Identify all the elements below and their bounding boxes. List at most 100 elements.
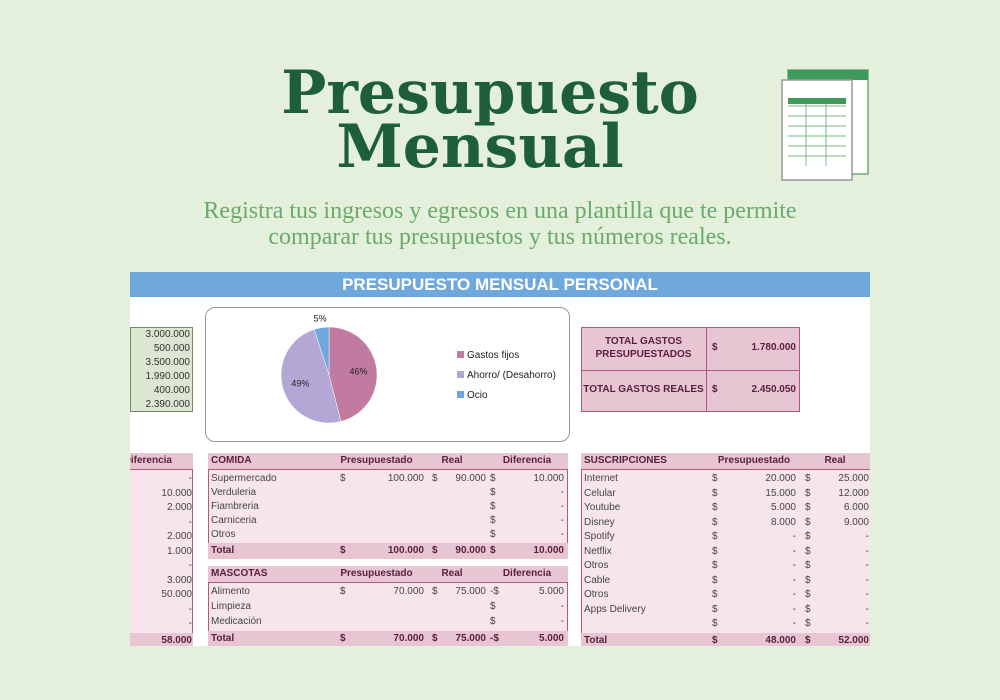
cell: 3.000 [166,574,192,586]
cell: - [792,545,796,557]
cell: - [560,601,564,612]
cell: $ [490,487,496,498]
cell: $ [805,574,811,586]
income-value: 500.000 [153,343,190,354]
title: Presupuesto [281,58,699,128]
income-value: 3.500.000 [145,357,191,368]
cell: - [865,545,869,557]
cell: - [865,531,869,542]
divider [582,370,799,371]
cell: $ [805,487,811,499]
total-label: TOTAL GASTOS REALES [583,384,704,395]
cell: 90.000 [455,473,486,484]
cell: - [560,529,564,540]
cell: Total [211,545,235,556]
cell: 10.000 [161,487,192,499]
cell: - [865,560,869,571]
pie-slice [328,326,378,422]
table-box [581,453,870,646]
cell: Cable [584,574,611,586]
cell: $ [805,589,811,600]
cell: - [188,560,192,571]
cell: Total [584,634,608,646]
cell: $ [712,531,718,542]
chart-panel [205,307,570,442]
cell: $ [490,501,496,512]
cell: $ [805,634,811,646]
spreadsheet: PRESUPUESTO MENSUAL PERSONAL 46% Gastos f… [130,272,870,646]
subtitle: Registra tus ingresos y egresos en una p… [203,198,797,224]
cell: - [560,501,564,512]
cell: $ [432,545,438,556]
cell: $ [712,560,718,571]
pie-slice [313,326,330,376]
cell: - [188,618,192,629]
data-label: 5% [314,314,327,324]
total-label: PRESUPUESTADOS [595,349,692,360]
cell: $ [490,473,496,484]
cell: 70.000 [393,633,424,644]
legend-label: Ahorro/ (Desahorro) [467,370,556,381]
cell: Celular [584,487,616,499]
cell: Verduleria [211,487,257,498]
cell: $ [340,633,346,644]
cell: Otros [584,560,609,571]
cell: 25.000 [838,473,869,484]
cell: Spotify [584,531,615,542]
legend-label: Ocio [467,390,488,401]
legend-swatch [457,391,464,398]
cell: $ [490,529,496,540]
cell: -$ [490,586,499,597]
column-header: Real [824,455,846,466]
cell: Netflix [584,545,612,557]
cell: 100.000 [387,473,424,484]
cell: 58.000 [161,634,192,646]
cell: $ [712,618,718,629]
pie-chart: 46% Gastos fijos 49% Ahorro/ (Desahorro) 5% O… [280,314,556,424]
cell: $ [712,603,718,615]
column-header: Diferencia [502,455,552,466]
income-value: 2.390.000 [145,399,191,410]
income-value: 1.990.000 [145,371,191,382]
cell: 6.000 [843,502,869,513]
data-label: 49% [291,378,309,388]
table-total-bg [581,632,870,646]
column-header: MASCOTAS [211,568,268,579]
cell: $ [340,473,346,484]
cell: - [792,574,796,586]
title: Mensual [336,112,624,182]
column-header: Presupuestado [340,568,413,579]
cell: 50.000 [161,589,192,600]
cell: 2.000 [166,531,192,542]
sheet-title: PRESUPUESTO MENSUAL PERSONAL [130,272,870,297]
cell: - [560,515,564,526]
cell: - [560,616,564,627]
cell: - [792,618,796,629]
column-header: Diferencia [130,455,172,466]
cell: $ [712,545,718,557]
spreadsheet-icon [781,69,869,181]
cell: $ [712,502,718,513]
cell: 5.000 [538,586,564,597]
totals-box [581,327,800,412]
income-box [130,327,193,412]
table-header-bg [130,453,193,470]
cell: Medicación [211,616,262,627]
cell: 2.000 [166,502,192,513]
cell: Carniceria [211,515,257,526]
total-amount: 1.780.000 [751,342,797,353]
cell: 48.000 [765,634,796,646]
cell: $ [712,473,718,484]
cell: $ [712,589,718,600]
cell: Apps Delivery [584,603,646,615]
column-header: Real [441,455,463,466]
table-box [130,453,193,646]
cell: $ [805,560,811,571]
cell: Youtube [584,502,621,513]
cell: 20.000 [765,473,796,484]
cell: $ [340,545,346,556]
cell: - [865,574,869,586]
cell: 70.000 [393,586,424,597]
cell: $ [490,601,496,612]
